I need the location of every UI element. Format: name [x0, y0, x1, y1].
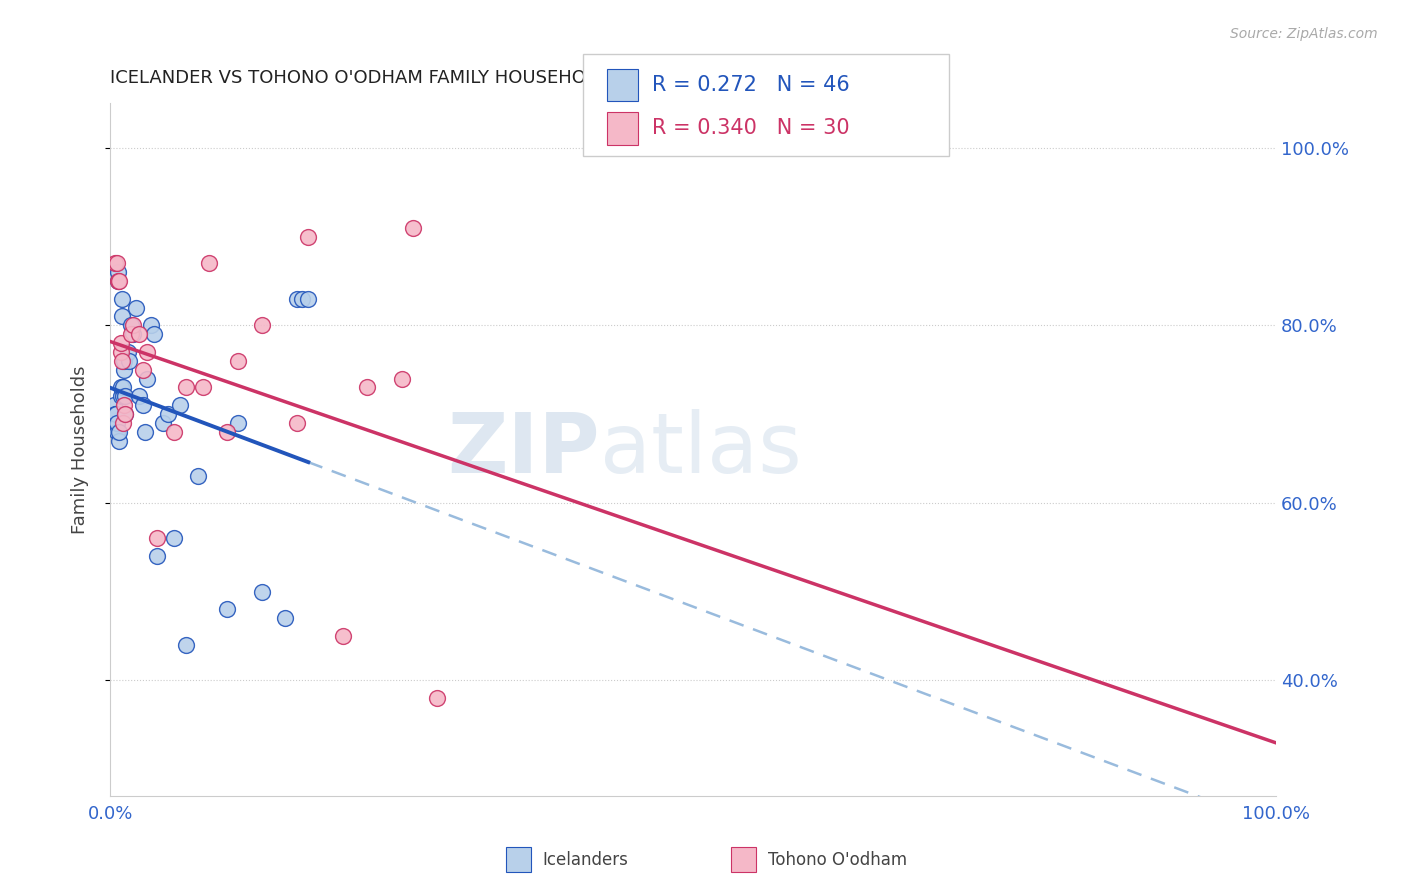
Point	[122, 327, 145, 342]
Point	[104, 407, 127, 421]
Point	[125, 301, 148, 315]
Point	[105, 256, 128, 270]
Point	[105, 425, 128, 439]
Point	[105, 416, 128, 430]
Point	[152, 416, 174, 430]
Point	[111, 389, 134, 403]
Point	[107, 265, 129, 279]
Point	[174, 380, 197, 394]
Point	[120, 318, 142, 333]
Point	[103, 398, 125, 412]
Point	[120, 327, 142, 342]
Point	[132, 362, 155, 376]
Point	[107, 274, 129, 288]
Point	[163, 532, 186, 546]
Point	[111, 310, 134, 324]
Point	[391, 371, 413, 385]
Point	[186, 469, 208, 483]
Point	[101, 416, 124, 430]
Point	[332, 629, 354, 643]
Point	[402, 220, 425, 235]
Text: Icelanders: Icelanders	[543, 851, 628, 869]
Point	[139, 318, 162, 333]
Point	[198, 256, 221, 270]
Point	[114, 407, 136, 421]
Point	[108, 434, 131, 448]
Text: Tohono O'odham: Tohono O'odham	[768, 851, 907, 869]
Point	[111, 292, 134, 306]
Text: atlas: atlas	[600, 409, 801, 490]
Point	[228, 353, 250, 368]
Point	[110, 389, 132, 403]
Point	[128, 327, 150, 342]
Point	[215, 425, 238, 439]
Point	[111, 353, 134, 368]
Point	[297, 292, 319, 306]
Point	[136, 371, 159, 385]
Point	[117, 345, 139, 359]
Point	[111, 416, 134, 430]
Point	[250, 318, 273, 333]
Point	[104, 407, 127, 421]
Point	[274, 611, 297, 625]
Point	[128, 389, 150, 403]
Point	[174, 638, 197, 652]
Text: ZIP: ZIP	[447, 409, 600, 490]
Point	[110, 380, 132, 394]
Point	[297, 229, 319, 244]
Point	[285, 416, 308, 430]
Point	[250, 584, 273, 599]
Point	[110, 345, 132, 359]
Point	[163, 425, 186, 439]
Point	[107, 274, 129, 288]
Text: ICELANDER VS TOHONO O'ODHAM FAMILY HOUSEHOLDS CORRELATION CHART: ICELANDER VS TOHONO O'ODHAM FAMILY HOUSE…	[110, 69, 821, 87]
Point	[112, 353, 135, 368]
Point	[108, 274, 131, 288]
Point	[228, 416, 250, 430]
Point	[134, 425, 156, 439]
Point	[145, 549, 167, 563]
Point	[114, 389, 136, 403]
Point	[104, 420, 127, 434]
Point	[425, 691, 447, 706]
Point	[136, 345, 159, 359]
Point	[157, 407, 180, 421]
Point	[356, 380, 378, 394]
Point	[291, 292, 314, 306]
Point	[112, 362, 135, 376]
Text: R = 0.340   N = 30: R = 0.340 N = 30	[652, 119, 851, 138]
Point	[110, 336, 132, 351]
Text: R = 0.272   N = 46: R = 0.272 N = 46	[652, 75, 851, 95]
Point	[169, 398, 191, 412]
Point	[111, 380, 134, 394]
Y-axis label: Family Households: Family Households	[72, 366, 89, 533]
Point	[145, 532, 167, 546]
Point	[114, 407, 136, 421]
Point	[112, 398, 135, 412]
Point	[215, 602, 238, 616]
Point	[285, 292, 308, 306]
Point	[108, 425, 131, 439]
Point	[143, 327, 166, 342]
Point	[193, 380, 215, 394]
Point	[118, 353, 141, 368]
Point	[122, 318, 145, 333]
Text: Source: ZipAtlas.com: Source: ZipAtlas.com	[1230, 27, 1378, 41]
Point	[132, 398, 155, 412]
Point	[104, 256, 127, 270]
